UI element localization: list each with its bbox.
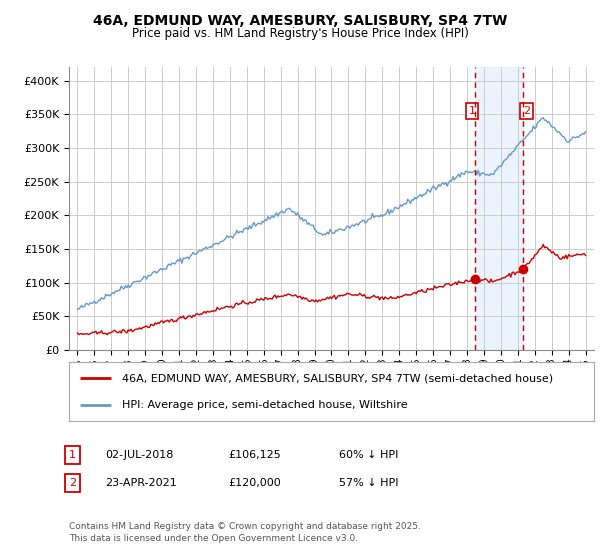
- Bar: [475, 67, 523, 350]
- Text: Price paid vs. HM Land Registry's House Price Index (HPI): Price paid vs. HM Land Registry's House …: [131, 27, 469, 40]
- Text: 2: 2: [523, 106, 530, 116]
- Text: 1: 1: [69, 450, 76, 460]
- Text: 1: 1: [469, 106, 476, 116]
- Text: HPI: Average price, semi-detached house, Wiltshire: HPI: Average price, semi-detached house,…: [121, 400, 407, 410]
- Text: 02-JUL-2018: 02-JUL-2018: [105, 450, 173, 460]
- Text: 46A, EDMUND WAY, AMESBURY, SALISBURY, SP4 7TW: 46A, EDMUND WAY, AMESBURY, SALISBURY, SP…: [93, 14, 507, 28]
- Text: 57% ↓ HPI: 57% ↓ HPI: [339, 478, 398, 488]
- Text: 60% ↓ HPI: 60% ↓ HPI: [339, 450, 398, 460]
- Text: Contains HM Land Registry data © Crown copyright and database right 2025.
This d: Contains HM Land Registry data © Crown c…: [69, 522, 421, 543]
- Text: £106,125: £106,125: [228, 450, 281, 460]
- Text: £120,000: £120,000: [228, 478, 281, 488]
- Text: 2: 2: [69, 478, 76, 488]
- Text: 46A, EDMUND WAY, AMESBURY, SALISBURY, SP4 7TW (semi-detached house): 46A, EDMUND WAY, AMESBURY, SALISBURY, SP…: [121, 373, 553, 383]
- Text: 23-APR-2021: 23-APR-2021: [105, 478, 177, 488]
